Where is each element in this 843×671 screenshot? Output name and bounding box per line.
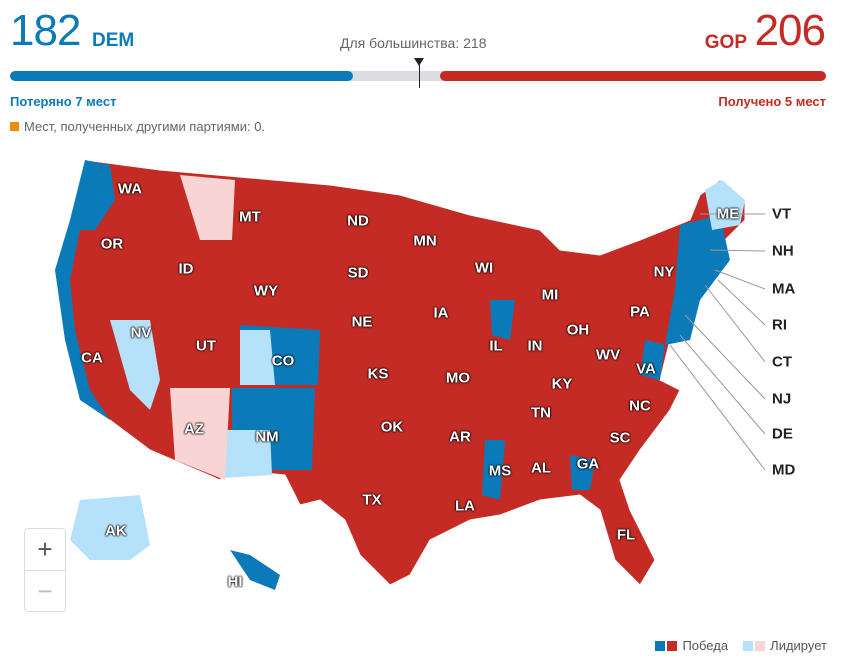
seat-bar-dem xyxy=(10,71,353,81)
state-label-nd[interactable]: ND xyxy=(347,212,369,230)
state-label-wy[interactable]: WY xyxy=(253,282,279,300)
state-label-mo[interactable]: MO xyxy=(445,369,471,387)
other-parties: Мест, полученных другими партиями: 0. xyxy=(10,119,265,134)
alaska xyxy=(70,495,150,560)
state-label-co[interactable]: CO xyxy=(271,352,295,370)
state-label-sc[interactable]: SC xyxy=(609,429,631,447)
hawaii xyxy=(230,550,280,590)
majority-marker-arrow-icon xyxy=(414,58,424,66)
state-label-ok[interactable]: OK xyxy=(380,418,404,436)
state-label-wi[interactable]: WI xyxy=(474,259,494,277)
state-label-ca[interactable]: CA xyxy=(81,349,103,367)
legend-win-label: Победа xyxy=(682,638,729,653)
state-label-ut[interactable]: UT xyxy=(196,337,216,355)
state-label-ms[interactable]: MS xyxy=(488,462,512,480)
state-label-mn[interactable]: MN xyxy=(413,232,437,250)
state-label-me[interactable]: ME xyxy=(716,205,740,223)
state-label-nm[interactable]: NM xyxy=(255,428,279,446)
state-label-de[interactable]: DE xyxy=(772,425,793,443)
state-label-ne[interactable]: NE xyxy=(351,313,373,331)
legend-dem-lead-swatch xyxy=(742,641,753,651)
state-label-ks[interactable]: KS xyxy=(367,365,389,383)
state-label-md[interactable]: MD xyxy=(772,461,796,479)
gop-label: GOP xyxy=(704,32,747,53)
state-label-wv[interactable]: WV xyxy=(595,346,621,364)
other-swatch xyxy=(10,122,19,131)
state-label-ri[interactable]: RI xyxy=(772,316,787,334)
zoom-out-button[interactable]: − xyxy=(25,570,65,612)
seat-bar-gop xyxy=(440,71,826,81)
gop-change: Получено 5 мест xyxy=(718,94,826,109)
region-maine-lead xyxy=(705,180,745,230)
region-georgia-dem xyxy=(570,455,595,490)
state-label-nv[interactable]: NV xyxy=(130,324,152,342)
region-northeast-dem xyxy=(665,215,730,345)
seat-bar-track xyxy=(10,71,826,81)
majority-threshold: Для большинства: 218 xyxy=(340,35,487,51)
state-label-ky[interactable]: KY xyxy=(551,375,573,393)
zoom-control: + − xyxy=(24,528,66,612)
state-label-ny[interactable]: NY xyxy=(653,263,675,281)
legend: Победа Лидирует xyxy=(654,638,827,653)
legend-gop-lead-swatch xyxy=(754,641,765,651)
region-colorado-lead xyxy=(240,330,275,385)
state-label-ak[interactable]: AK xyxy=(105,522,127,540)
state-label-pa[interactable]: PA xyxy=(630,303,650,321)
region-virginia-dem xyxy=(640,340,665,380)
state-label-fl[interactable]: FL xyxy=(616,526,636,544)
dem-label: DEM xyxy=(92,30,135,51)
state-label-tx[interactable]: TX xyxy=(362,491,382,509)
legend-gop-win-swatch xyxy=(666,641,677,651)
region-mississippi-dem xyxy=(482,440,505,500)
state-label-ct[interactable]: CT xyxy=(772,353,792,371)
state-label-az[interactable]: AZ xyxy=(184,420,204,438)
region-pacific-dem xyxy=(55,160,115,420)
state-label-ma[interactable]: MA xyxy=(772,280,796,298)
state-label-in[interactable]: IN xyxy=(527,337,543,355)
other-text: Мест, полученных другими партиями: 0. xyxy=(24,119,266,134)
state-label-tn[interactable]: TN xyxy=(531,404,551,422)
region-montana-lead xyxy=(180,175,235,240)
state-label-ar[interactable]: AR xyxy=(449,428,471,446)
gop-seat-count: 206 xyxy=(754,6,826,55)
dem-seat-count: 182 xyxy=(10,6,81,55)
zoom-in-button[interactable]: + xyxy=(37,534,53,564)
legend-lead-label: Лидирует xyxy=(770,638,827,653)
majority-marker xyxy=(419,62,420,88)
state-label-oh[interactable]: OH xyxy=(566,321,590,339)
state-label-ia[interactable]: IA xyxy=(433,304,449,322)
region-illinois-dem xyxy=(490,300,515,340)
state-label-wa[interactable]: WA xyxy=(117,180,143,198)
state-label-mt[interactable]: MT xyxy=(239,208,261,226)
legend-dem-win-swatch xyxy=(654,641,665,651)
dem-change: Потеряно 7 мест xyxy=(10,94,117,109)
state-label-vt[interactable]: VT xyxy=(772,205,792,223)
state-label-or[interactable]: OR xyxy=(100,235,124,253)
state-label-il[interactable]: IL xyxy=(489,337,503,355)
state-label-nc[interactable]: NC xyxy=(629,397,651,415)
state-label-va[interactable]: VA xyxy=(636,360,656,378)
state-label-al[interactable]: AL xyxy=(531,459,551,477)
region-newmexico-lead xyxy=(222,430,272,478)
state-label-hi[interactable]: HI xyxy=(227,573,243,591)
state-label-nj[interactable]: NJ xyxy=(772,390,792,408)
state-label-id[interactable]: ID xyxy=(178,260,194,278)
us-house-map[interactable] xyxy=(0,140,843,640)
state-label-nh[interactable]: NH xyxy=(772,242,794,260)
region-arizona-lead xyxy=(170,388,230,480)
region-nevada-lead xyxy=(110,320,160,410)
state-label-mi[interactable]: MI xyxy=(541,286,559,304)
state-label-sd[interactable]: SD xyxy=(347,264,369,282)
state-label-la[interactable]: LA xyxy=(455,497,475,515)
state-label-ga[interactable]: GA xyxy=(576,455,600,473)
leader-lines xyxy=(669,213,766,471)
